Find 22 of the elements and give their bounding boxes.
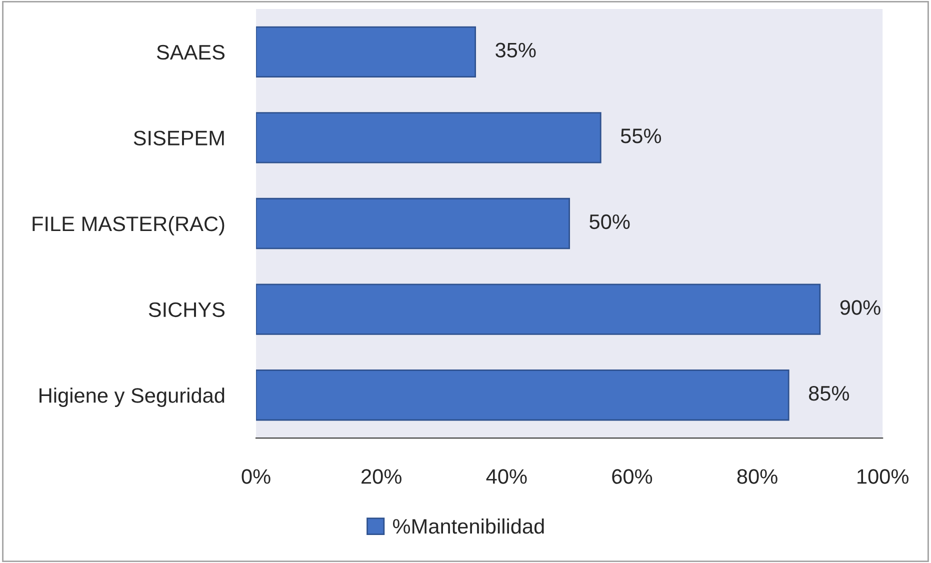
bar bbox=[256, 112, 602, 164]
data-label: 55% bbox=[620, 128, 662, 144]
bar bbox=[256, 26, 476, 78]
data-label: 85% bbox=[808, 386, 850, 401]
x-tick-label: 20% bbox=[362, 469, 402, 484]
data-label: 50% bbox=[590, 214, 630, 230]
data-label: 35% bbox=[496, 42, 536, 58]
y-tick-label: SICHYS bbox=[148, 302, 225, 318]
bar bbox=[256, 284, 821, 335]
x-tick-label: 80% bbox=[737, 469, 778, 484]
x-tick-label: 0% bbox=[242, 469, 270, 484]
bar bbox=[256, 370, 790, 421]
y-tick-label: Higiene y Seguridad bbox=[40, 388, 224, 407]
legend-label: %Mantenibilidad bbox=[393, 518, 544, 534]
y-tick-label: SISEPEM bbox=[134, 130, 224, 146]
x-tick-label: 40% bbox=[486, 469, 527, 484]
bar bbox=[256, 198, 570, 250]
x-tick-label: 60% bbox=[612, 469, 652, 484]
y-tick-label: FILE MASTER(RAC) bbox=[32, 216, 224, 236]
y-tick-label: SAAES bbox=[156, 44, 225, 60]
x-tick-label: 100% bbox=[858, 469, 908, 484]
data-label: 90% bbox=[840, 300, 880, 315]
